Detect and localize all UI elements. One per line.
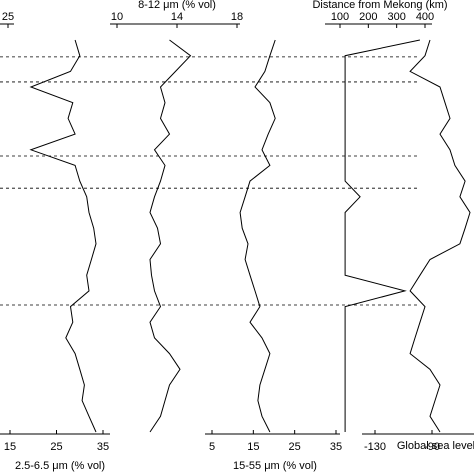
trace: [29, 39, 97, 433]
x-tick-label: 400: [416, 11, 434, 23]
trace: [344, 39, 421, 432]
x-tick-label: 25: [50, 441, 62, 453]
x-tick-label: -130: [364, 441, 386, 453]
trace: [149, 39, 192, 433]
axis-label: 8-12 μm (% vol): [138, 0, 216, 11]
trace: [409, 39, 471, 433]
axis-label: 2.5-6.5 μm (% vol): [15, 460, 105, 472]
x-tick-label: 35: [330, 441, 342, 453]
x-tick-label: 5: [209, 441, 215, 453]
axis-label: Distance from Mekong (km): [312, 0, 447, 11]
x-tick-label: 15: [4, 441, 16, 453]
x-tick-label: 14: [171, 11, 183, 23]
x-tick-label: 200: [359, 11, 377, 23]
x-tick-label: 10: [111, 11, 123, 23]
axis-label: 15-55 μm (% vol): [233, 460, 317, 472]
x-tick-label: 15: [247, 441, 259, 453]
x-tick-label: 25: [2, 11, 14, 23]
x-tick-label: 18: [231, 11, 243, 23]
trace: [239, 39, 276, 433]
x-tick-label: 35: [97, 441, 109, 453]
axis-label: Global sea level: [397, 440, 474, 452]
x-tick-label: 300: [387, 11, 405, 23]
x-tick-label: -90: [424, 441, 440, 453]
x-tick-label: 100: [331, 11, 349, 23]
x-tick-label: 25: [289, 441, 301, 453]
